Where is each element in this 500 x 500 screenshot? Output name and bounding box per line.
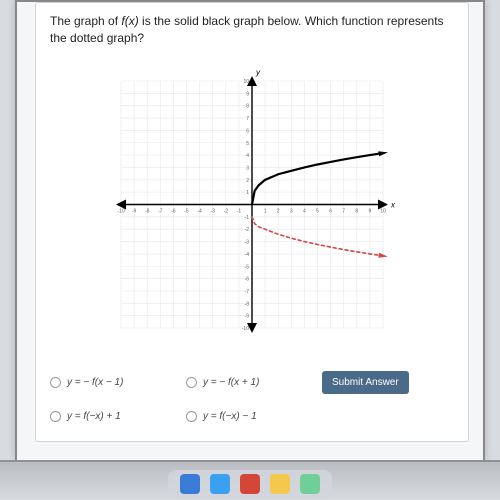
option-d[interactable]: y = f(−x) − 1 [186,411,316,422]
dock-app-icon[interactable] [240,474,260,494]
svg-text:-8: -8 [245,301,250,307]
svg-text:9: 9 [246,91,249,97]
graph-area: -10 -9 -8 -7 -6 -5 -4 -3 -2 -1 1 2 3 4 5 6 7 8 9 10 -10 -9 -8 -… [107,67,397,342]
dock-app-icon[interactable] [210,474,230,494]
option-b[interactable]: y = − f(x + 1) [186,377,316,388]
svg-text:8: 8 [355,208,358,214]
monitor-screen: The graph of f(x) is the solid black gra… [15,0,485,460]
svg-text:6: 6 [329,208,332,214]
svg-text:10: 10 [243,79,249,85]
svg-text:1: 1 [264,208,267,214]
svg-text:5: 5 [316,208,319,214]
svg-text:-2: -2 [245,227,250,233]
option-a-label: y = − f(x − 1) [67,377,123,388]
svg-text:-6: -6 [245,276,250,282]
question-prefix: The graph of [50,14,121,28]
svg-text:-5: -5 [245,264,250,270]
macos-dock [168,470,332,498]
svg-text:8: 8 [246,103,249,109]
question-text: The graph of f(x) is the solid black gra… [50,13,454,47]
svg-text:7: 7 [342,208,345,214]
radio-icon [50,377,61,388]
svg-text:3: 3 [290,208,293,214]
svg-text:-7: -7 [245,289,250,295]
svg-text:-8: -8 [145,208,150,214]
svg-text:10: 10 [380,208,386,214]
option-d-label: y = f(−x) − 1 [203,411,257,422]
svg-text:9: 9 [369,208,372,214]
svg-text:-10: -10 [242,326,249,332]
option-c-label: y = f(−x) + 1 [67,411,121,422]
question-card: The graph of f(x) is the solid black gra… [35,2,469,442]
svg-text:4: 4 [303,208,306,214]
radio-icon [186,377,197,388]
svg-text:6: 6 [246,128,249,134]
dock-app-icon[interactable] [300,474,320,494]
svg-text:2: 2 [277,208,280,214]
answer-grid: y = − f(x − 1) y = − f(x + 1) Submit Ans… [50,370,454,430]
graph-svg: -10 -9 -8 -7 -6 -5 -4 -3 -2 -1 1 2 3 4 5 6 7 8 9 10 -10 -9 -8 -… [107,67,397,342]
svg-text:2: 2 [246,177,249,183]
svg-text:-9: -9 [132,208,137,214]
svg-text:3: 3 [246,165,249,171]
option-b-label: y = − f(x + 1) [203,377,259,388]
dock-app-icon[interactable] [270,474,290,494]
svg-text:-1: -1 [245,214,250,220]
svg-text:-10: -10 [117,208,124,214]
svg-text:-7: -7 [158,208,163,214]
svg-text:1: 1 [246,190,249,196]
svg-text:4: 4 [246,153,249,159]
radio-icon [186,411,197,422]
radio-icon [50,411,61,422]
svg-text:7: 7 [246,116,249,122]
svg-text:-4: -4 [197,208,202,214]
svg-text:-1: -1 [237,208,242,214]
svg-text:-2: -2 [224,208,229,214]
svg-text:-6: -6 [171,208,176,214]
svg-text:5: 5 [246,140,249,146]
svg-text:-9: -9 [245,313,250,319]
svg-text:-3: -3 [210,208,215,214]
option-c[interactable]: y = f(−x) + 1 [50,411,180,422]
svg-text:-4: -4 [245,251,250,257]
dock-app-icon[interactable] [180,474,200,494]
question-fx: f(x) [121,14,138,28]
svg-text:-5: -5 [184,208,189,214]
svg-text:-3: -3 [245,239,250,245]
option-a[interactable]: y = − f(x − 1) [50,377,180,388]
submit-button[interactable]: Submit Answer [322,371,409,394]
